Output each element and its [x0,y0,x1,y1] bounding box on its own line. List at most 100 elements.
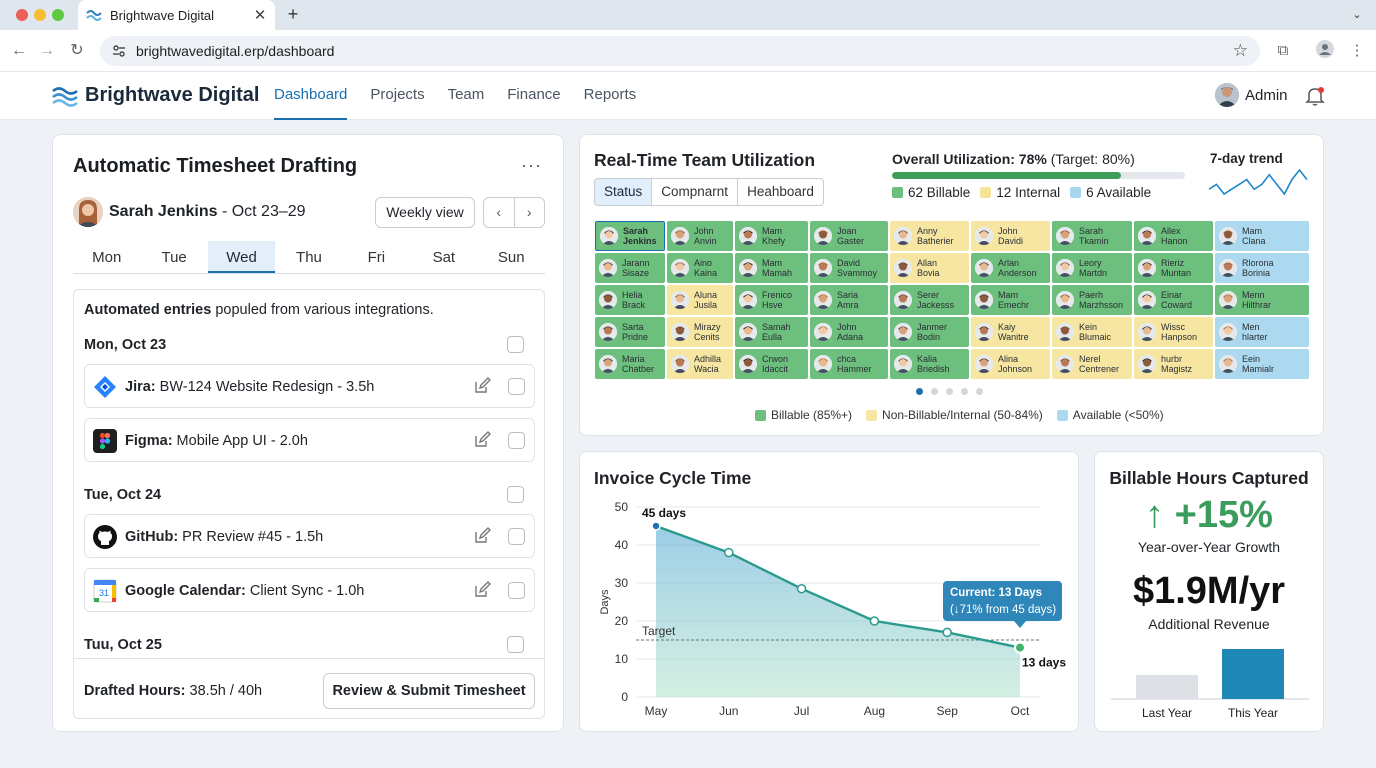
forward-arrow-icon[interactable]: → [39,42,55,59]
day-tab-sun[interactable]: Sun [497,249,525,266]
tab-search-chevron-icon[interactable]: ⌄ [1352,9,1362,21]
team-member-cell[interactable]: Wissc Hanpson [1134,317,1213,347]
nav-projects[interactable]: Projects [370,86,425,103]
team-member-cell[interactable]: Mam Emechr [971,285,1050,315]
team-member-cell[interactable]: Rlorona Borinia [1215,253,1309,283]
team-member-cell[interactable]: David Svammoy [810,253,888,283]
entry-figma[interactable]: Figma: Mobile App UI - 2.0h [84,418,535,462]
data-point[interactable] [942,627,952,638]
team-member-cell[interactable]: Allex Hanon [1134,221,1213,251]
profile-icon[interactable] [1314,40,1336,62]
data-point[interactable] [796,583,807,594]
edit-pencil-icon[interactable] [473,377,491,395]
tab-status[interactable]: Status [595,179,653,205]
data-point[interactable] [724,547,734,558]
team-member-cell[interactable]: Paerh Marzhsson [1052,285,1132,315]
day-tab-wed[interactable]: Wed [207,241,276,273]
minimize-window-dot[interactable] [34,9,46,21]
extensions-puzzle-icon[interactable]: ⧉ [1277,42,1289,59]
data-point[interactable] [651,521,661,531]
admin-name[interactable]: Admin [1245,87,1288,104]
team-member-cell[interactable]: Menn Hilthrar [1215,285,1309,315]
prev-week-chevron-icon[interactable]: ‹ [484,198,515,227]
data-point[interactable] [869,616,880,626]
team-member-cell[interactable]: Janmer Bodin [890,317,969,347]
admin-avatar[interactable] [1215,83,1239,107]
weekly-view-button[interactable]: Weekly view [375,197,475,228]
review-submit-button[interactable]: Review & Submit Timesheet [323,673,535,709]
page-dot[interactable] [931,388,938,395]
edit-pencil-icon[interactable] [473,527,491,545]
day-tab-thu[interactable]: Thu [296,249,322,266]
team-member-cell[interactable]: John Davidi [971,221,1050,251]
team-member-cell[interactable]: Kaiy Wanitre [971,317,1050,347]
team-member-cell[interactable]: Saria Amra [810,285,888,315]
team-member-cell[interactable]: Mam Clana [1215,221,1309,251]
new-tab-icon[interactable]: + [287,4,299,24]
entry-checkbox[interactable] [508,582,525,599]
page-dot[interactable] [961,388,968,395]
browser-menu-icon[interactable]: ⋮ [1349,42,1365,59]
more-options-icon[interactable]: ··· [521,155,542,175]
back-arrow-icon[interactable]: ← [11,42,27,59]
day-select-checkbox[interactable] [507,336,524,353]
team-member-cell[interactable]: Crwon Idaccit [735,349,808,379]
team-member-cell[interactable]: Nerel Centrener [1052,349,1132,379]
team-member-cell[interactable]: hurbr Magistz [1134,349,1213,379]
site-settings-icon[interactable] [112,44,126,58]
close-window-dot[interactable] [16,9,28,21]
edit-pencil-icon[interactable] [473,431,491,449]
nav-dashboard[interactable]: Dashboard [274,72,348,120]
team-member-cell[interactable]: Jarann Sisaze [595,253,665,283]
team-member-cell[interactable]: Aluna Jusila [667,285,733,315]
tab-heatboard[interactable]: Heahboard [747,184,814,199]
team-member-cell[interactable]: Mirazy Cenits [667,317,733,347]
team-member-cell[interactable]: Helia Brack [595,285,665,315]
team-member-cell[interactable]: Sarta Pridne [595,317,665,347]
entry-github[interactable]: GitHub: PR Review #45 - 1.5h [84,514,535,558]
nav-team[interactable]: Team [447,86,485,103]
tab-close-icon[interactable]: ✕ [253,7,267,24]
team-member-cell[interactable]: Serer Jackesss [890,285,969,315]
bookmark-star-icon[interactable]: ☆ [1232,41,1248,60]
team-member-cell[interactable]: Adhilla Wacia [667,349,733,379]
day-tab-tue[interactable]: Tue [161,249,187,266]
team-member-cell[interactable]: Sarah Tkamin [1052,221,1132,251]
team-member-cell[interactable]: Kalia Briedish [890,349,969,379]
day-tab-fri[interactable]: Fri [367,249,386,266]
page-dot[interactable] [946,388,953,395]
entry-checkbox[interactable] [508,378,525,395]
team-member-cell[interactable]: Mam Khefy [735,221,808,251]
team-member-cell[interactable]: Samah Eulla [735,317,808,347]
team-member-cell[interactable]: Maria Chatber [595,349,665,379]
team-member-cell[interactable]: Mam Mamah [735,253,808,283]
page-dot[interactable] [976,388,983,395]
entry-checkbox[interactable] [508,432,525,449]
team-member-cell[interactable]: John Adana [810,317,888,347]
team-member-cell[interactable]: Eein Mamialr [1215,349,1309,379]
team-member-cell[interactable]: John Anvin [667,221,733,251]
entry-checkbox[interactable] [508,528,525,545]
team-member-cell[interactable]: Aino Kaina [667,253,733,283]
tab-component[interactable]: Compnarnt [652,179,739,205]
notification-bell-icon[interactable] [1304,85,1326,107]
maximize-window-dot[interactable] [52,9,64,21]
team-member-cell[interactable]: Einar Coward [1134,285,1213,315]
day-select-checkbox[interactable] [507,486,524,503]
edit-pencil-icon[interactable] [473,581,491,599]
team-member-cell[interactable]: Rieriz Muntan [1134,253,1213,283]
team-member-cell[interactable]: Kein Blumaic [1052,317,1132,347]
team-member-cell[interactable]: Allan Bovia [890,253,969,283]
day-tab-mon[interactable]: Mon [92,249,122,266]
reload-icon[interactable]: ↻ [70,42,84,59]
page-dot[interactable] [916,388,923,395]
team-member-cell[interactable]: Leory Martdn [1052,253,1132,283]
team-member-cell[interactable]: chca Hammer [810,349,888,379]
team-member-cell[interactable]: Sarah Jenkins [595,221,665,251]
team-member-cell[interactable]: Frenico Hsve [735,285,808,315]
browser-tab[interactable]: Brightwave Digital ✕ [78,0,275,30]
next-week-chevron-icon[interactable]: › [526,204,532,220]
entry-google-calendar[interactable]: 31 Google Calendar: Client Sync - 1.0h [84,568,535,612]
team-member-cell[interactable]: Joan Gaster [810,221,888,251]
team-member-cell[interactable]: Anny Batherier [890,221,969,251]
